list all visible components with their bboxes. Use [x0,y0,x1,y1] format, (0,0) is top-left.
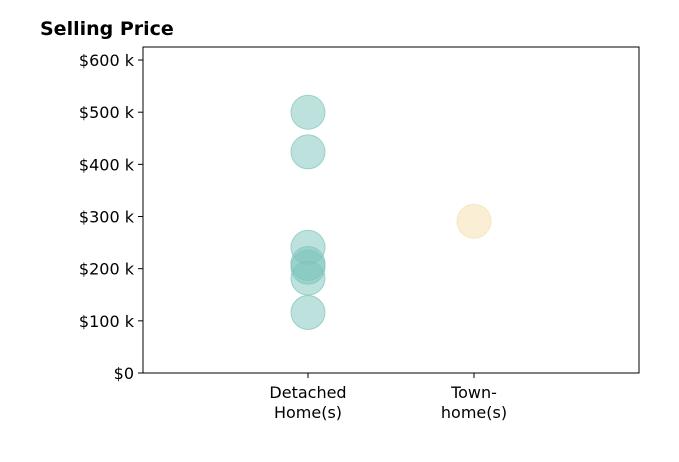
y-tick-label: $200 k [79,260,135,279]
data-point [290,94,326,130]
points-layer [290,94,492,330]
plot-frame [142,46,640,374]
x-axis: Detached Home(s) Town-home(s) [269,373,507,422]
x-tick-label-line: Town- [450,383,497,402]
y-axis: $0 $100 k $200 k $300 k $400 k $500 k $600 k [79,51,143,383]
x-tick-label-line: Home(s) [274,403,342,422]
x-tick-label-line: Detached [269,383,346,402]
y-tick-label: $400 k [79,155,135,174]
chart-title: Selling Price [40,18,174,40]
data-point [290,294,326,330]
y-tick-label: $100 k [79,312,135,331]
y-tick-label: $600 k [79,51,135,70]
y-tick-label: $300 k [79,208,135,227]
y-tick-label: $0 [114,364,134,383]
y-tick-label: $500 k [79,103,135,122]
x-tick-label: Detached Home(s) [269,383,346,422]
x-tick-label: Town-home(s) [441,383,507,422]
data-point [456,203,492,239]
x-tick-label-line: home(s) [441,403,507,422]
data-point [290,134,326,170]
data-point [290,260,326,296]
